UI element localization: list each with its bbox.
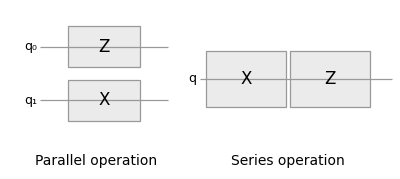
- Text: q: q: [188, 72, 196, 85]
- Text: X: X: [240, 70, 252, 88]
- FancyBboxPatch shape: [206, 51, 286, 107]
- Text: q₀: q₀: [24, 40, 37, 53]
- FancyBboxPatch shape: [68, 80, 140, 121]
- FancyBboxPatch shape: [68, 26, 140, 67]
- Text: Z: Z: [324, 70, 336, 88]
- FancyBboxPatch shape: [290, 51, 370, 107]
- Text: q₁: q₁: [24, 94, 37, 107]
- Text: Parallel operation: Parallel operation: [35, 154, 157, 168]
- Text: Z: Z: [98, 38, 110, 55]
- Text: X: X: [98, 91, 110, 109]
- Text: Series operation: Series operation: [231, 154, 345, 168]
